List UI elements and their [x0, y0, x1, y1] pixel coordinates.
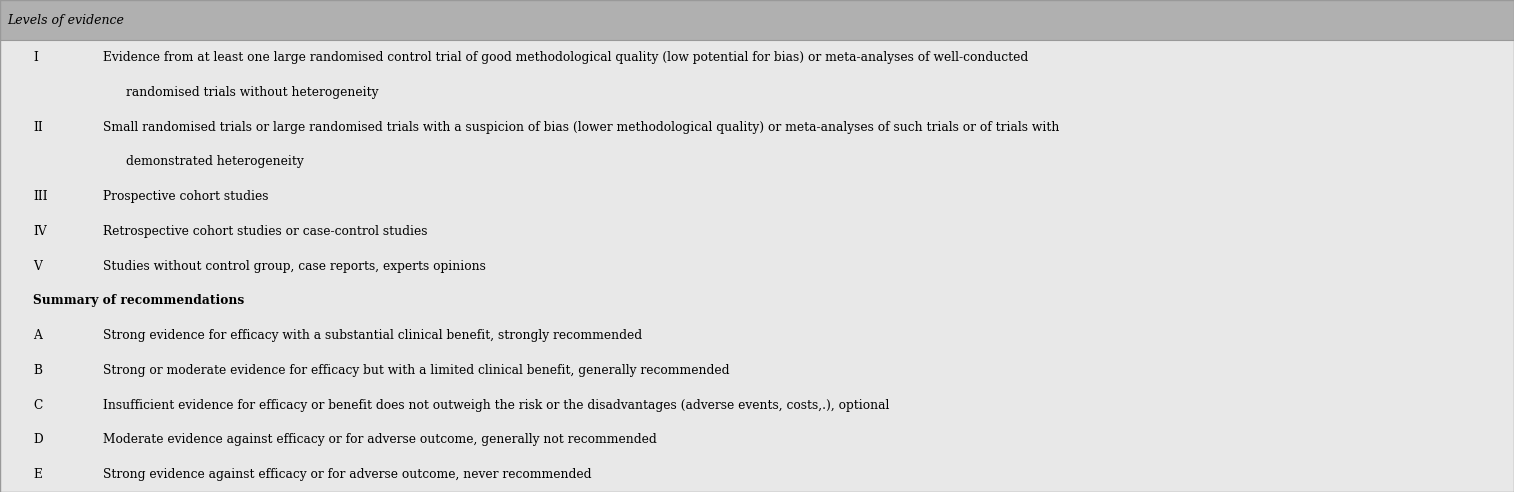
Text: Strong or moderate evidence for efficacy but with a limited clinical benefit, ge: Strong or moderate evidence for efficacy…: [103, 364, 730, 377]
Text: Summary of recommendations: Summary of recommendations: [33, 294, 245, 308]
Text: Strong evidence against efficacy or for adverse outcome, never recommended: Strong evidence against efficacy or for …: [103, 468, 592, 481]
Text: Insufficient evidence for efficacy or benefit does not outweigh the risk or the : Insufficient evidence for efficacy or be…: [103, 399, 889, 412]
Text: demonstrated heterogeneity: demonstrated heterogeneity: [126, 155, 303, 168]
Text: A: A: [33, 329, 42, 342]
Text: Moderate evidence against efficacy or for adverse outcome, generally not recomme: Moderate evidence against efficacy or fo…: [103, 433, 657, 446]
Bar: [0, 0, 1514, 40]
Text: II: II: [33, 121, 42, 134]
Text: Small randomised trials or large randomised trials with a suspicion of bias (low: Small randomised trials or large randomi…: [103, 121, 1060, 134]
Text: V: V: [33, 260, 42, 273]
Text: Levels of evidence: Levels of evidence: [8, 14, 124, 27]
Text: Prospective cohort studies: Prospective cohort studies: [103, 190, 268, 203]
Text: IV: IV: [33, 225, 47, 238]
Text: C: C: [33, 399, 42, 412]
Text: randomised trials without heterogeneity: randomised trials without heterogeneity: [126, 86, 378, 99]
Text: B: B: [33, 364, 42, 377]
Text: Studies without control group, case reports, experts opinions: Studies without control group, case repo…: [103, 260, 486, 273]
Text: D: D: [33, 433, 42, 446]
Text: I: I: [33, 51, 38, 64]
Text: Strong evidence for efficacy with a substantial clinical benefit, strongly recom: Strong evidence for efficacy with a subs…: [103, 329, 642, 342]
Text: Retrospective cohort studies or case-control studies: Retrospective cohort studies or case-con…: [103, 225, 427, 238]
Text: E: E: [33, 468, 42, 481]
Text: III: III: [33, 190, 48, 203]
Text: Evidence from at least one large randomised control trial of good methodological: Evidence from at least one large randomi…: [103, 51, 1028, 64]
